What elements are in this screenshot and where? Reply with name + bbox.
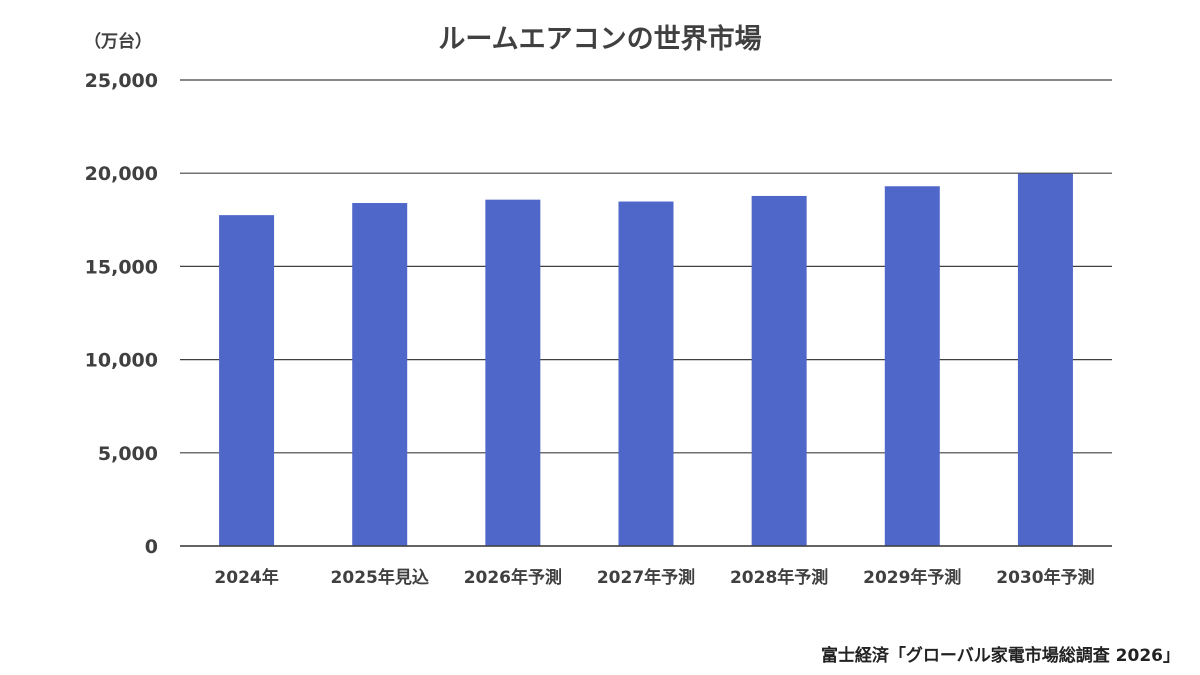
y-tick-label: 5,000 — [98, 443, 158, 465]
x-axis-tick-labels: 2024年 2025年見込 2026年予測 2027年予測 2028年予測 2029年予測… — [214, 567, 1094, 588]
x-tick-label: 2025年見込 — [331, 567, 429, 588]
bar — [751, 195, 807, 546]
x-tick-label: 2024年 — [214, 567, 278, 588]
bar — [352, 203, 408, 547]
bar — [884, 186, 940, 547]
chart-title: ルームエアコンの世界市場 — [438, 23, 761, 55]
bar — [219, 215, 275, 546]
y-tick-label: 25,000 — [85, 70, 158, 92]
y-tick-label: 20,000 — [85, 163, 158, 185]
y-tick-label: 10,000 — [85, 350, 158, 372]
bar — [485, 199, 541, 546]
x-tick-label: 2030年予測 — [996, 567, 1094, 588]
bar — [618, 201, 674, 546]
source-note: 富士経済「グローバル家電市場総調査 2026」 — [821, 645, 1180, 666]
y-axis-unit-label: （万台） — [84, 31, 152, 52]
bar — [1017, 173, 1073, 546]
x-tick-label: 2027年予測 — [597, 567, 695, 588]
x-tick-label: 2026年予測 — [464, 567, 562, 588]
y-tick-label: 0 — [145, 536, 158, 558]
x-tick-label: 2028年予測 — [730, 567, 828, 588]
y-tick-label: 15,000 — [85, 256, 158, 278]
x-tick-label: 2029年予測 — [863, 567, 961, 588]
bars — [180, 173, 1112, 547]
y-axis-tick-labels: 0 5,000 10,000 15,000 20,000 25,000 — [85, 70, 158, 558]
